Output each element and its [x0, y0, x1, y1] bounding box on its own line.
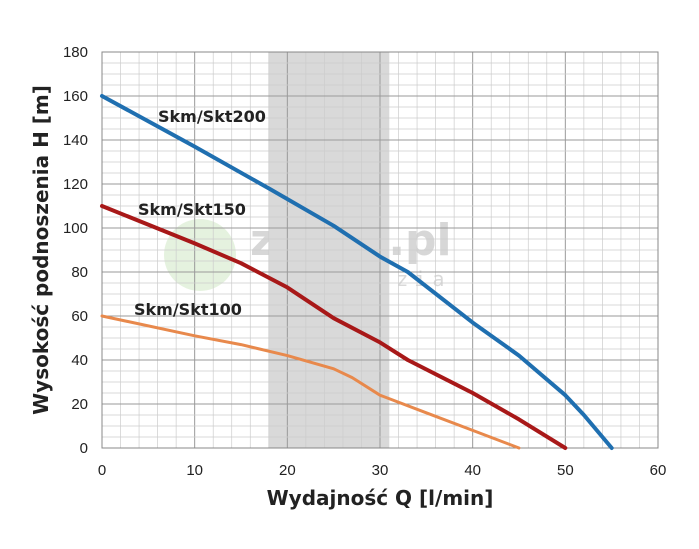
- series-line-skm-skt100: [100, 314, 521, 450]
- y-tick-label: 120: [63, 176, 88, 193]
- series-label-skt150: Skm/Skt150: [138, 200, 246, 219]
- grid: [101, 51, 659, 449]
- series-label-skt100: Skm/Skt100: [134, 300, 242, 319]
- x-tick-label: 20: [279, 462, 296, 479]
- y-tick-label: 160: [63, 88, 88, 105]
- x-tick-label: 50: [557, 462, 574, 479]
- y-tick-label: 180: [63, 44, 88, 61]
- y-tick-label: 20: [71, 396, 88, 413]
- series-line-skm-skt150: [100, 204, 568, 450]
- tick-labels: 0 10 20 30 40 50 60 0 20 40 60 80 100 120 140 160 180: [63, 44, 666, 479]
- x-axis-title: Wydajność Q [l/min]: [267, 486, 494, 510]
- series-layer: [100, 94, 614, 450]
- x-tick-label: 10: [186, 462, 203, 479]
- x-tick-label: 40: [464, 462, 481, 479]
- series-label-skt200: Skm/Skt200: [158, 107, 266, 126]
- x-tick-label: 0: [98, 462, 106, 479]
- y-tick-label: 140: [63, 132, 88, 149]
- series-line-skm-skt200: [100, 94, 614, 450]
- x-tick-label: 30: [372, 462, 389, 479]
- y-axis-title: Wysokość podnoszenia H [m]: [29, 85, 53, 415]
- x-tick-label: 60: [650, 462, 667, 479]
- y-tick-label: 60: [71, 308, 88, 325]
- y-tick-label: 0: [80, 440, 88, 457]
- y-tick-label: 100: [63, 220, 88, 237]
- plot-frame: [101, 51, 659, 449]
- y-tick-label: 80: [71, 264, 88, 281]
- y-tick-label: 40: [71, 352, 88, 369]
